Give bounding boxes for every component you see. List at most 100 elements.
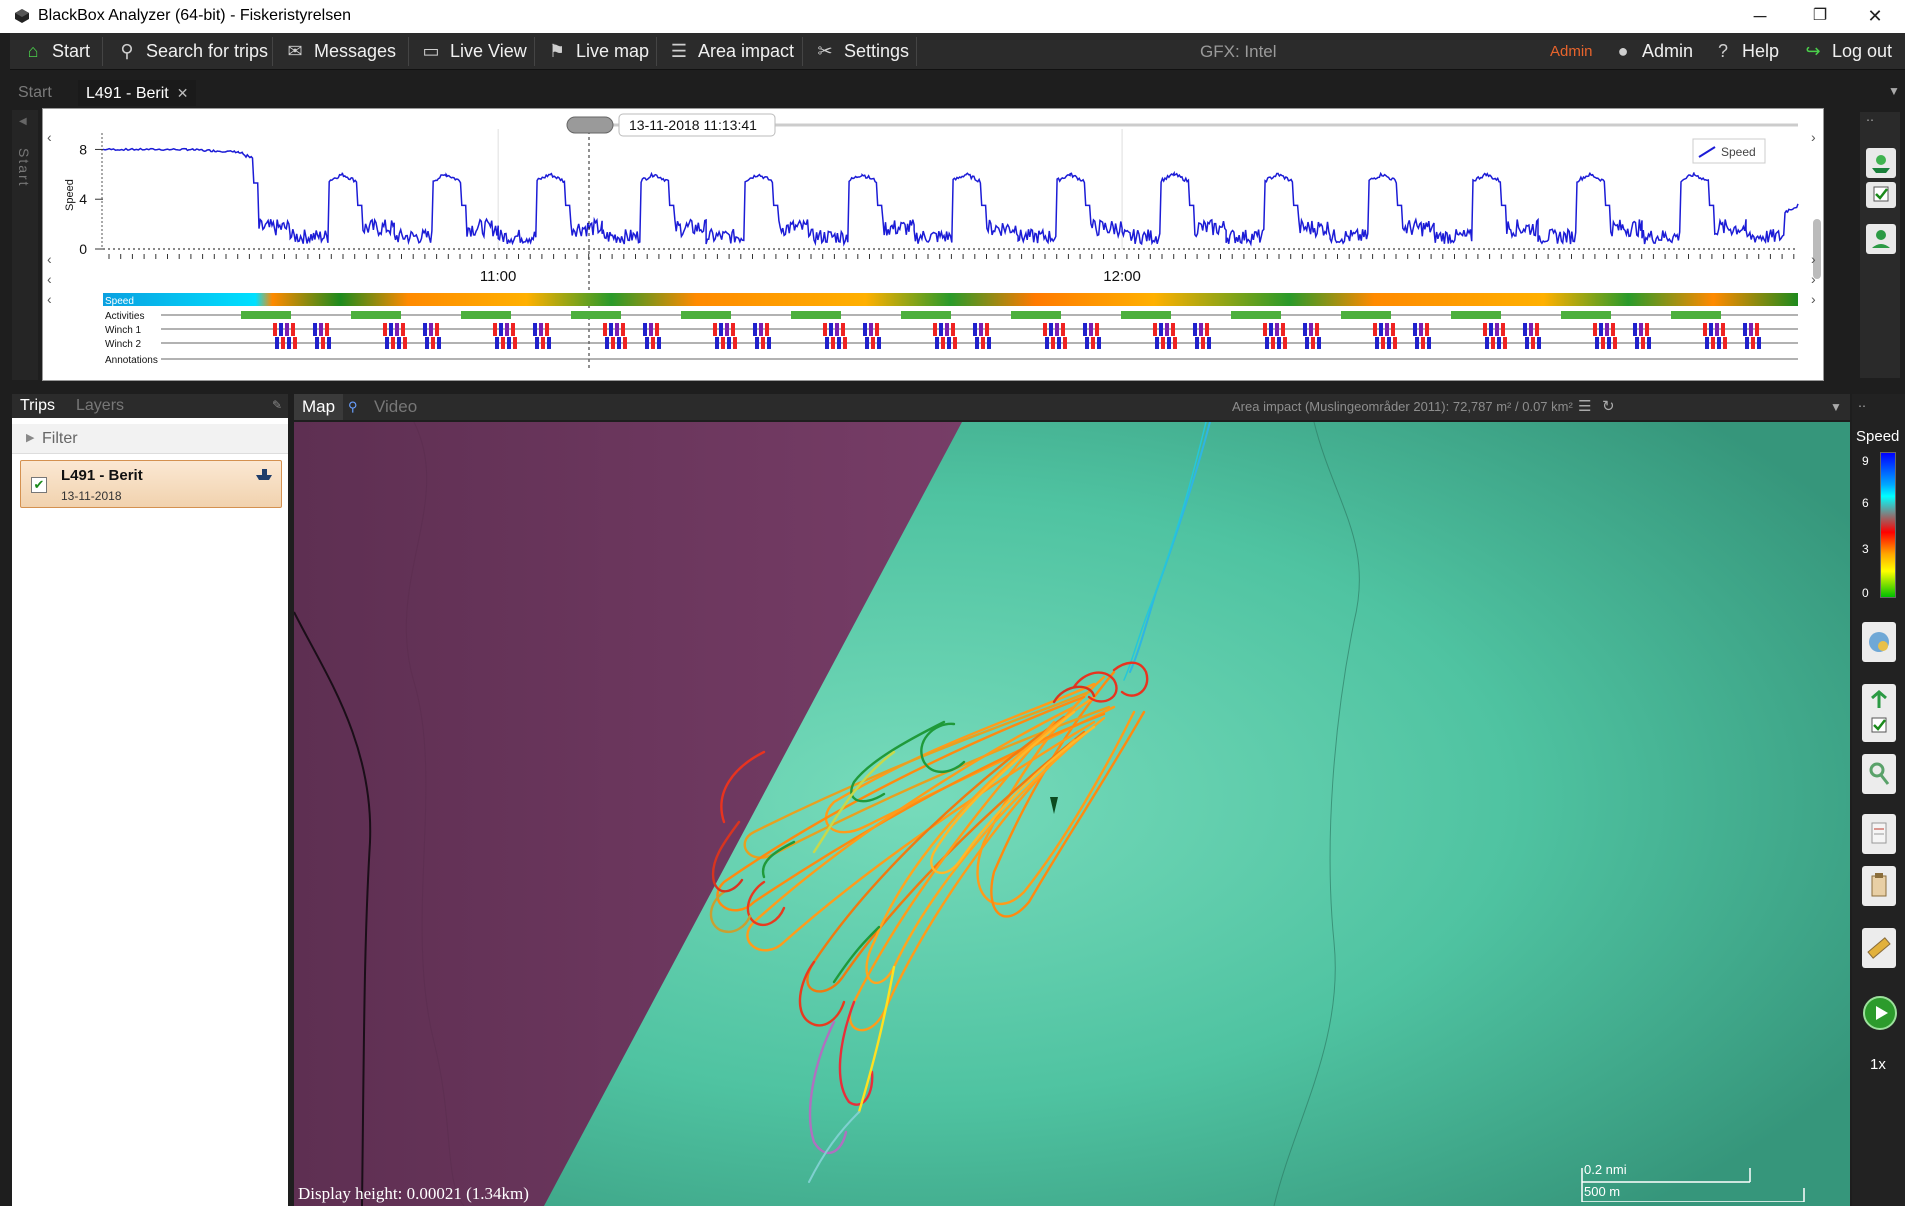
winch2-mark <box>617 337 621 349</box>
menu-live-view-button[interactable]: ▭ Live View <box>418 33 526 70</box>
tab-layers[interactable]: Layers <box>76 397 125 414</box>
tab-trip[interactable]: L491 - Berit ✕ <box>78 80 197 106</box>
menu-live-map-button[interactable]: ⚑ Live map <box>544 33 649 70</box>
winch1-mark <box>1489 323 1493 336</box>
winch1-mark <box>713 323 717 336</box>
tab-start[interactable]: Start <box>18 84 52 101</box>
menu-user-button[interactable]: ● Admin <box>1610 33 1693 70</box>
winch1-mark <box>1083 323 1087 336</box>
add-layer-button[interactable] <box>1866 148 1896 178</box>
map-theme-button[interactable] <box>1862 622 1896 662</box>
scroll-right-icon[interactable]: › <box>1811 291 1816 307</box>
scroll-right-icon[interactable]: › <box>1811 251 1816 267</box>
tab-trips[interactable]: Trips <box>20 397 55 414</box>
start-side-strip[interactable]: ◀ Start <box>12 110 38 380</box>
winch1-mark <box>621 323 625 336</box>
menu-area-impact-button[interactable]: ☰ Area impact <box>666 33 794 70</box>
restore-button[interactable]: ❐ <box>1812 7 1828 24</box>
map-menu-icon[interactable]: ▼ <box>1830 400 1842 414</box>
clipboard-button[interactable] <box>1862 866 1896 906</box>
start-side-label: Start <box>16 148 32 188</box>
track-pass-line <box>798 960 846 1027</box>
map-panel-tabs: Map ⚲ Video Area impact (Muslingeområder… <box>294 394 1850 420</box>
vessel-tracks <box>709 422 1211 1183</box>
winch1-mark <box>939 323 943 336</box>
menu-search-trips-button[interactable]: ⚲ Search for trips <box>114 33 268 70</box>
winch2-mark <box>1155 337 1159 349</box>
scroll-left-icon[interactable]: ‹ <box>47 291 52 307</box>
track-pass-line <box>865 695 1106 985</box>
menu-messages-button[interactable]: ✉ Messages <box>282 33 396 70</box>
play-button[interactable] <box>1863 996 1897 1030</box>
winch1-mark <box>765 323 769 336</box>
winch2-mark <box>1271 337 1275 349</box>
timeline-panel[interactable]: 11:00 12:00 0 4 8 Speed Speed 13-11-2018 11:13:… <box>42 108 1824 381</box>
scroll-right-icon[interactable]: › <box>1811 271 1816 287</box>
winch1-mark <box>829 323 833 336</box>
gfx-info: GFX: Intel <box>1200 42 1277 61</box>
menu-settings-button[interactable]: ✂ Settings <box>812 33 909 70</box>
tab-menu-icon[interactable]: ▼ <box>1888 84 1900 98</box>
map-canvas[interactable] <box>294 422 1850 1206</box>
filter-toggle[interactable]: ▶ Filter <box>12 424 288 454</box>
scroll-left-icon[interactable]: ‹ <box>47 271 52 287</box>
trip-list-item[interactable]: ✔ L491 - Berit 13-11-2018 <box>20 460 282 508</box>
map-pin-toggle-icon[interactable]: ⚲ <box>348 399 358 414</box>
timeline-scrollbar <box>1813 219 1821 279</box>
close-tab-icon[interactable]: ✕ <box>176 85 189 101</box>
depth-contour <box>405 422 465 1206</box>
winch2-mark <box>1635 337 1639 349</box>
winch2-mark <box>507 337 511 349</box>
collapse-arrow-icon[interactable]: ◀ <box>19 116 27 127</box>
scroll-left-icon[interactable]: ‹ <box>47 251 52 267</box>
tab-video[interactable]: Video <box>374 397 418 416</box>
timeline-cursor-handle <box>566 116 614 134</box>
pin-icon[interactable]: ‥ <box>1858 396 1867 410</box>
activity-mark <box>681 311 731 319</box>
pin-panel-icon[interactable]: ✎ <box>272 398 283 412</box>
checkbox-icon <box>1873 186 1889 202</box>
winch1-mark <box>1385 323 1389 336</box>
export-button[interactable] <box>1866 224 1896 254</box>
search-location-button[interactable] <box>1862 754 1896 794</box>
timeline-y-tick-label: 4 <box>79 191 87 207</box>
winch1-mark <box>285 323 289 336</box>
report-button[interactable] <box>1862 814 1896 854</box>
winch2-mark <box>327 337 331 349</box>
playback-speed[interactable]: 1x <box>1870 1056 1886 1073</box>
measure-button[interactable] <box>1862 928 1896 968</box>
scroll-left-icon[interactable]: ‹ <box>47 129 52 145</box>
minimize-button[interactable]: ─ <box>1753 6 1767 26</box>
winch2-mark <box>721 337 725 349</box>
winch2-mark <box>1207 337 1211 349</box>
track-layer-button[interactable] <box>1862 684 1896 742</box>
winch1-mark <box>719 323 723 336</box>
winch2-mark <box>623 337 627 349</box>
menu-start-button[interactable]: ⌂ Start <box>20 33 90 70</box>
activity-mark <box>901 311 951 319</box>
menu-help-button[interactable]: ? Help <box>1710 33 1779 70</box>
menu-logout-button[interactable]: ↪ Log out <box>1800 33 1892 70</box>
vessel-position-marker[interactable] <box>1050 797 1058 814</box>
winch1-mark <box>435 323 439 336</box>
scroll-right-icon[interactable]: › <box>1811 129 1816 145</box>
track-row-label: Speed <box>105 296 134 307</box>
timeline-chart[interactable]: 11:00 12:00 0 4 8 Speed Speed 13-11-2018 11:13:… <box>43 109 1825 382</box>
tab-map[interactable]: Map <box>294 394 344 420</box>
winch1-mark <box>313 323 317 336</box>
area-list-icon[interactable]: ☰ <box>1578 398 1592 415</box>
activity-mark <box>1341 311 1391 319</box>
winch2-mark <box>727 337 731 349</box>
track-pass-line <box>812 750 896 854</box>
winch2-mark <box>1757 337 1761 349</box>
winch2-mark <box>1091 337 1095 349</box>
track-pass-line <box>920 722 966 773</box>
trip-visible-checkbox[interactable]: ✔ <box>31 477 47 493</box>
refresh-icon[interactable]: ↻ <box>1602 398 1615 415</box>
winch1-mark <box>383 323 387 336</box>
map-view[interactable]: Display height: 0.00021 (1.34km) 0.2 nmi… <box>294 422 1850 1206</box>
close-window-button[interactable]: ✕ <box>1867 6 1883 26</box>
winch2-mark <box>733 337 737 349</box>
toggle-check-button[interactable] <box>1866 182 1896 208</box>
pin-icon[interactable]: ‥ <box>1866 110 1875 124</box>
